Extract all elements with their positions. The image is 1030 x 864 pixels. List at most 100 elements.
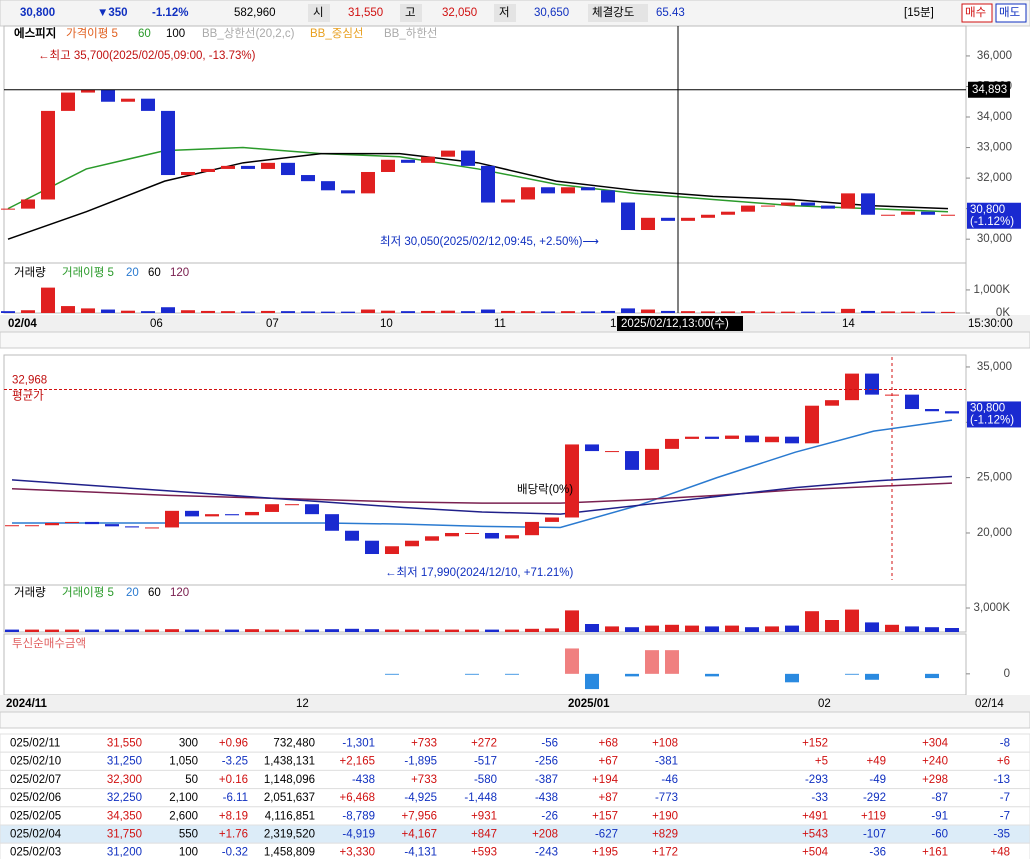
buy-button[interactable] xyxy=(961,3,993,23)
candle xyxy=(845,373,859,401)
x-tick-label: 02/04 xyxy=(8,318,37,330)
x-tick-label: 11 xyxy=(494,318,506,330)
table-cell: -1,895 xyxy=(404,756,437,768)
x-tick-label: 06 xyxy=(150,318,163,330)
candle xyxy=(321,181,335,191)
table-cell: -293 xyxy=(805,774,828,786)
legend-item: BB_하한선 xyxy=(384,26,437,40)
candle xyxy=(821,205,835,209)
table-row xyxy=(0,733,1030,753)
strength: 65.43 xyxy=(656,7,685,19)
bar xyxy=(741,311,755,313)
table-cell: -4,131 xyxy=(404,847,437,859)
candle xyxy=(581,187,595,191)
legend-item: BB_중심선 xyxy=(310,27,363,40)
open-label: 시 xyxy=(313,6,324,19)
bar xyxy=(865,622,879,632)
sell[interactable]: 매도 xyxy=(999,6,1020,19)
table-cell: 025/02/03 xyxy=(10,847,61,859)
bar xyxy=(321,311,335,313)
candle xyxy=(485,532,499,539)
table-cell: -26 xyxy=(541,810,558,822)
y-tick-label: 20,000 xyxy=(977,527,1012,539)
table-cell: +0.16 xyxy=(219,774,248,786)
legend-item: 60 xyxy=(148,267,161,279)
candle xyxy=(385,546,399,555)
candle xyxy=(461,150,475,166)
interval[interactable]: [15분] xyxy=(904,6,934,19)
bar xyxy=(65,629,79,632)
candle xyxy=(325,514,339,531)
table-cell: +847 xyxy=(471,829,497,841)
open: 31,550 xyxy=(348,7,383,19)
x-tick-label: 1 xyxy=(610,318,616,330)
table-cell: -381 xyxy=(655,756,678,768)
candle xyxy=(145,527,159,529)
candle xyxy=(381,159,395,172)
table-cell: +190 xyxy=(652,810,678,822)
bar xyxy=(25,629,39,632)
candle xyxy=(641,217,655,231)
bar xyxy=(281,311,295,313)
candle xyxy=(61,92,75,111)
table-cell: -7 xyxy=(1000,792,1010,804)
legend-item: 100 xyxy=(166,28,185,40)
table-cell: +157 xyxy=(592,810,618,822)
table-cell: -387 xyxy=(535,774,558,786)
candle xyxy=(905,394,919,410)
table-cell: +161 xyxy=(922,847,948,859)
candle xyxy=(241,165,255,169)
low-label: 저 xyxy=(499,6,510,19)
x-tick-label: 14 xyxy=(842,318,855,330)
candle xyxy=(801,202,815,206)
bar xyxy=(665,650,679,674)
ma-line xyxy=(11,475,953,515)
panel xyxy=(3,633,967,696)
ma-line xyxy=(7,152,949,240)
candle xyxy=(781,202,795,206)
candle xyxy=(645,448,659,470)
table-cell: +3,330 xyxy=(340,847,376,859)
candle xyxy=(141,98,155,111)
table-cell: +195 xyxy=(592,847,618,859)
bar xyxy=(821,311,835,313)
legend-item: BB_상한선(20,2,c) xyxy=(202,27,295,40)
bar xyxy=(625,627,639,632)
candle xyxy=(585,444,599,452)
candle xyxy=(765,436,779,443)
table-cell: -0.32 xyxy=(222,847,248,859)
y-tick-label: 25,000 xyxy=(977,472,1012,484)
change: ▼350 xyxy=(97,7,128,19)
y-tick-label: 30,000 xyxy=(977,233,1012,245)
candle xyxy=(465,532,479,534)
bar xyxy=(285,629,299,632)
table-cell: +240 xyxy=(922,756,948,768)
price-tag xyxy=(967,401,1021,428)
table-cell: 732,480 xyxy=(273,738,315,750)
x-tick-label: 15:30:00 xyxy=(968,318,1013,330)
legend-item: 60 xyxy=(148,587,161,599)
candle xyxy=(865,373,879,395)
table-cell: 31,250 xyxy=(107,756,142,768)
table-cell: 4,116,851 xyxy=(265,810,315,822)
candle xyxy=(361,171,375,194)
candle xyxy=(525,521,539,536)
table-cell: 32,250 xyxy=(107,792,142,804)
candle xyxy=(825,400,839,406)
table-cell: -8,789 xyxy=(342,810,375,822)
bar xyxy=(325,629,339,632)
crosshair-label: 34,893 xyxy=(972,84,1007,96)
table-cell: -56 xyxy=(541,738,558,750)
bar xyxy=(841,308,855,313)
sell-button[interactable] xyxy=(995,3,1027,23)
candle xyxy=(761,205,775,207)
bar xyxy=(941,311,955,313)
bar xyxy=(425,629,439,632)
buy[interactable]: 매수 xyxy=(965,6,986,19)
bar xyxy=(661,310,675,313)
y-tick-label: 0K xyxy=(996,307,1010,319)
candle xyxy=(861,193,875,215)
legend-item: 20 xyxy=(126,267,139,279)
candle xyxy=(721,211,735,215)
